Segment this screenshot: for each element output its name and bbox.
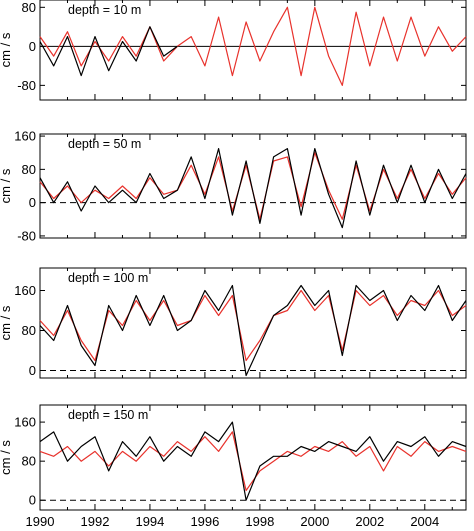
y-tick-label: 0 (29, 195, 36, 210)
y-tick-label: 80 (22, 162, 36, 177)
y-tick-label: -80 (17, 78, 36, 93)
x-tick-label: 1992 (81, 514, 110, 529)
depth-annotation: depth = 50 m (68, 137, 141, 151)
series-line-2 (39, 284, 467, 377)
panel-2: 160 80 0 -80 depth = 50 m cm / s (0, 129, 467, 243)
depth-annotation: depth = 100 m (68, 271, 148, 285)
y-tick-label: 0 (29, 39, 36, 54)
y-tick-label: 80 (22, 0, 36, 15)
series-line-1 (39, 152, 467, 220)
y-axis-label: cm / s (0, 440, 13, 475)
plot-frame (39, 404, 467, 511)
x-tick-label: 1990 (26, 514, 55, 529)
y-tick-label: 80 (22, 323, 36, 338)
x-tick-label: 2000 (300, 514, 329, 529)
y-axis-label: cm / s (0, 305, 13, 340)
x-tick-label: 2002 (355, 514, 384, 529)
plot-frame (39, 0, 467, 101)
y-tick-label: 160 (14, 415, 36, 430)
y-tick-label: 160 (14, 129, 36, 144)
y-axis-label: cm / s (0, 32, 13, 67)
depth-annotation: depth = 150 m (68, 408, 148, 422)
y-tick-label: 160 (14, 283, 36, 298)
y-tick-label: 0 (29, 493, 36, 508)
series-line-2 (39, 26, 178, 77)
panel-3: 160 80 0 depth = 100 m cm / s (0, 267, 467, 379)
y-tick-label: 0 (29, 363, 36, 378)
series-line-1 (39, 289, 467, 362)
x-tick-label: 1994 (135, 514, 164, 529)
y-tick-label: -80 (17, 228, 36, 243)
plot-frame (39, 267, 467, 379)
x-tick-label: 1996 (190, 514, 219, 529)
y-axis-label: cm / s (0, 168, 13, 203)
plot-frame (39, 133, 467, 239)
x-tick-label: 1998 (245, 514, 274, 529)
series-line-2 (39, 148, 467, 229)
y-tick-label: 80 (22, 454, 36, 469)
depth-annotation: depth = 10 m (68, 3, 141, 17)
series-line-1 (39, 431, 467, 492)
panel-4: 160 80 0 depth = 150 m cm / s (0, 404, 467, 511)
panel-1: 80 0 -80 depth = 10 m cm / s (0, 0, 467, 101)
series-line-1 (39, 6, 467, 86)
series-line-2 (39, 421, 467, 501)
x-tick-label: 2004 (410, 514, 439, 529)
